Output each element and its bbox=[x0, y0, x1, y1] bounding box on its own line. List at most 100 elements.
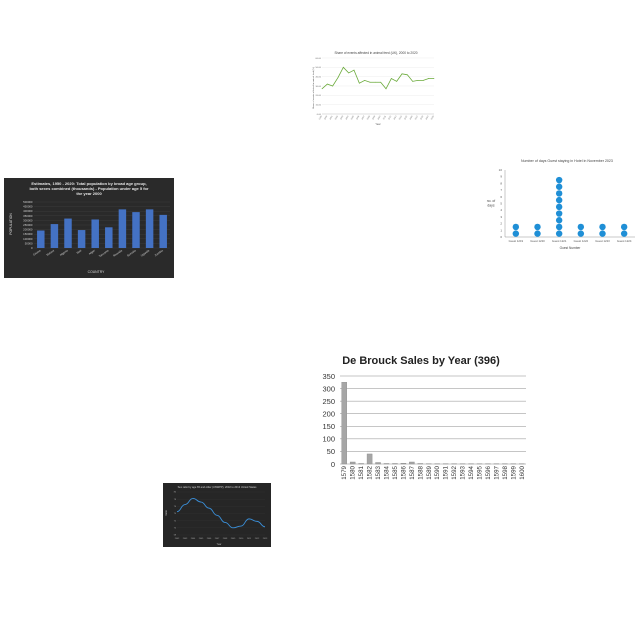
y-tick-label: 0 bbox=[500, 235, 502, 239]
x-tick-label: 2010 bbox=[239, 538, 244, 540]
bar bbox=[375, 462, 381, 465]
x-tick-label: 1600 bbox=[519, 465, 526, 479]
bar bbox=[64, 218, 72, 248]
x-tick-label: 1588 bbox=[417, 465, 424, 479]
chart-sex-ratio: Sex ratio by age 65 and older (UNWPP), 2… bbox=[163, 483, 271, 547]
x-tick-label: 1599 bbox=[510, 465, 517, 479]
y-tick-label: 0 bbox=[31, 246, 33, 250]
chart-title: Sex ratio by age 65 and older (UNWPP), 2… bbox=[178, 485, 258, 489]
x-tick-label: 1594 bbox=[468, 465, 475, 479]
x-tick-label: 2002 bbox=[335, 115, 339, 121]
y-tick-label: 80 bbox=[174, 492, 177, 494]
x-tick-label: Niger bbox=[88, 249, 96, 256]
x-tick-label: Zambia bbox=[154, 248, 164, 257]
x-tick-label: 2013 bbox=[263, 538, 268, 540]
y-tick-label: 300000 bbox=[23, 218, 33, 222]
x-tick-label: 2006 bbox=[207, 538, 212, 540]
data-dot bbox=[555, 176, 563, 184]
data-dot bbox=[555, 217, 563, 224]
x-tick-label: 1598 bbox=[502, 465, 509, 479]
bar bbox=[349, 461, 356, 465]
x-tick-label: Guest 1221 bbox=[552, 239, 567, 243]
bar bbox=[37, 230, 45, 248]
chart-title: Number of days Guest staying in Hotel in… bbox=[521, 159, 613, 163]
y-tick-label: 2 bbox=[500, 222, 502, 226]
y-tick-label: 150000 bbox=[23, 232, 33, 236]
y-tick-label: 3 bbox=[500, 215, 502, 219]
y-tick-label: 50 bbox=[327, 447, 335, 456]
x-tick-label: 1584 bbox=[384, 465, 391, 479]
x-tick-label: 2009 bbox=[231, 538, 236, 540]
x-tick-label: 2004 bbox=[191, 538, 196, 540]
chart-de-brouck-sales: De Brouck Sales by Year (396) 0 50 100 150 2… bbox=[312, 348, 530, 482]
x-tick-label: 2014 bbox=[399, 115, 403, 121]
data-point bbox=[364, 80, 366, 81]
data-point bbox=[374, 81, 376, 83]
data-point bbox=[390, 78, 392, 79]
data-dot bbox=[599, 223, 606, 231]
x-tick-label: 2019 bbox=[426, 115, 430, 121]
x-tick-label: 1581 bbox=[358, 465, 365, 479]
data-point bbox=[326, 83, 328, 85]
x-tick-label: 2012 bbox=[388, 115, 392, 121]
x-tick-label: 2011 bbox=[383, 115, 387, 120]
x-tick-label: 2009 bbox=[372, 115, 376, 121]
data-dot bbox=[534, 230, 541, 237]
x-axis-label: Guest Number bbox=[560, 246, 582, 250]
bar bbox=[118, 209, 127, 248]
data-dot bbox=[555, 183, 563, 190]
data-dot bbox=[555, 210, 563, 217]
x-tick-label: 1580 bbox=[350, 465, 357, 479]
data-dot bbox=[512, 223, 520, 231]
data-point bbox=[342, 66, 344, 68]
data-dot bbox=[620, 230, 628, 237]
x-tick-label: Guest 1220 bbox=[530, 239, 545, 243]
y-tick-label: 350 bbox=[322, 372, 335, 381]
y-tick-label: 30.00 bbox=[316, 86, 322, 88]
y-tick-label: 400000 bbox=[23, 209, 33, 213]
x-tick-label: 1596 bbox=[485, 465, 492, 479]
x-tick-label: 2005 bbox=[351, 115, 355, 121]
x-tick-label: 1586 bbox=[400, 465, 407, 479]
x-tick-label: 2008 bbox=[367, 115, 371, 121]
y-tick-label: 200 bbox=[322, 410, 335, 419]
bar bbox=[77, 230, 86, 248]
chart-title: Estimates, 1950 - 2020: Total population… bbox=[29, 181, 149, 196]
y-tick-label: 0.00 bbox=[317, 114, 322, 116]
x-tick-label: 2008 bbox=[223, 538, 228, 540]
feed-share-line-chart: Share of events affected in animal feed … bbox=[312, 51, 435, 126]
y-axis-label: Share of events affected in animal feed … bbox=[312, 67, 315, 109]
x-tick-label: 2013 bbox=[394, 115, 398, 121]
x-tick-label: 1595 bbox=[477, 465, 484, 479]
y-tick-label: 4 bbox=[500, 208, 502, 212]
data-point bbox=[380, 81, 382, 83]
y-tick-label: 40.00 bbox=[316, 76, 322, 78]
x-tick-label: 1579 bbox=[341, 465, 348, 479]
chart-feed-share: Share of events affected in animal feed … bbox=[310, 48, 438, 128]
y-tick-label: 9 bbox=[500, 175, 502, 179]
y-tick-label: 50.00 bbox=[316, 67, 322, 69]
x-tick-label: Nigeria bbox=[59, 248, 69, 257]
bar bbox=[392, 463, 398, 465]
x-tick-label: 1583 bbox=[375, 465, 382, 479]
bar bbox=[145, 209, 154, 248]
x-tick-label: 1592 bbox=[451, 465, 458, 479]
x-tick-label: 2016 bbox=[410, 115, 414, 121]
x-axis-label: Year bbox=[217, 543, 222, 546]
data-dot bbox=[577, 230, 585, 237]
sales-bar-chart: De Brouck Sales by Year (396) 0 50 100 150 2… bbox=[322, 355, 526, 480]
y-tick-label: 1 bbox=[500, 228, 502, 232]
y-tick-label: 8 bbox=[500, 181, 502, 185]
x-tick-label: 2015 bbox=[404, 115, 408, 121]
x-tick-label: Guest 1224 bbox=[617, 239, 632, 243]
y-tick-label: 68 bbox=[174, 535, 177, 537]
y-tick-label: 450000 bbox=[23, 205, 33, 209]
x-tick-label: Malawi bbox=[46, 248, 56, 256]
x-tick-label: Ghana bbox=[32, 248, 42, 256]
x-tick-label: 2007 bbox=[362, 115, 366, 121]
guest-days-dot-plot: Number of days Guest staying in Hotel in… bbox=[487, 159, 635, 250]
y-tick-label: 300 bbox=[322, 384, 335, 393]
x-tick-label: 2005 bbox=[199, 538, 204, 540]
x-tick-label: 1590 bbox=[434, 465, 441, 479]
data-point bbox=[385, 88, 387, 90]
